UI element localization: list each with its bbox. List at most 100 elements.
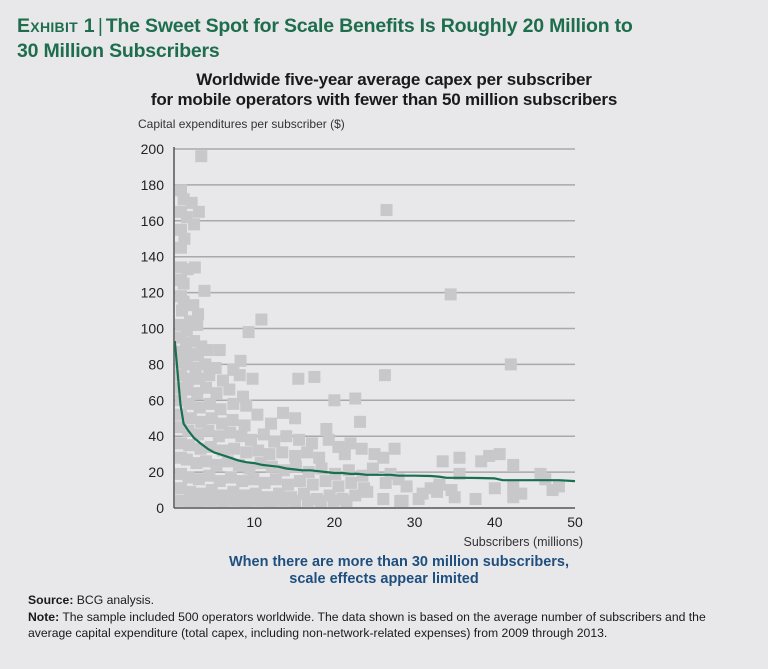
data-point [242, 326, 255, 339]
x-tick-label: 50 [567, 514, 583, 530]
data-point [453, 451, 466, 464]
data-point [180, 453, 193, 466]
data-point [277, 406, 290, 419]
callout-line1: When there are more than 30 million subs… [228, 554, 570, 570]
data-point [205, 412, 218, 425]
data-point [314, 495, 327, 507]
data-point [361, 485, 374, 498]
data-point [188, 218, 201, 231]
data-point [265, 495, 278, 507]
data-point [340, 495, 353, 507]
data-point [234, 354, 247, 367]
data-point [507, 491, 520, 504]
data-point [212, 430, 225, 443]
data-point [344, 437, 357, 450]
data-point [328, 394, 341, 407]
callout-annotation: When there are more than 30 million subs… [0, 554, 768, 588]
source-note: Source: BCG analysis. [28, 592, 748, 609]
y-tick-label: 120 [141, 285, 165, 301]
data-point [240, 446, 253, 459]
data-point [183, 397, 196, 410]
data-point [354, 415, 367, 428]
data-point [204, 397, 217, 410]
data-point [436, 455, 449, 468]
data-point [183, 439, 196, 452]
data-point [224, 426, 237, 439]
chart-title-line2: for mobile operators with fewer than 50 … [150, 90, 618, 109]
data-point [228, 442, 241, 455]
data-point [236, 475, 249, 488]
axes [173, 147, 575, 509]
data-point [255, 313, 268, 326]
note-label: Note: [28, 609, 60, 624]
x-tick-label: 30 [407, 514, 423, 530]
y-tick-label: 140 [141, 249, 165, 265]
data-point [193, 495, 206, 507]
data-point [247, 473, 260, 486]
exhibit-title: Exhibit 1 | The Sweet Spot for Scale Benef… [17, 14, 757, 64]
data-point [366, 462, 379, 475]
data-point [184, 412, 197, 425]
exhibit-separator: | [97, 15, 103, 37]
source-label: Source: [28, 593, 74, 607]
data-point [269, 473, 282, 486]
data-point [356, 469, 369, 482]
data-point [469, 493, 482, 506]
y-tick-label: 0 [156, 500, 164, 516]
data-point [192, 473, 205, 486]
data-point [488, 482, 501, 495]
y-tick-label: 60 [148, 392, 164, 408]
data-point [388, 442, 401, 455]
data-point [175, 241, 187, 254]
data-point [319, 475, 332, 488]
data-point [301, 446, 314, 459]
data-point [277, 494, 290, 507]
data-point [431, 485, 444, 498]
trend-line-group [173, 341, 576, 483]
data-point [378, 369, 391, 382]
data-point [251, 408, 264, 421]
data-point [289, 495, 302, 507]
data-point [244, 433, 257, 446]
exhibit-title-line2: 30 Million Subscribers [17, 40, 220, 62]
data-point [257, 428, 270, 441]
data-point [202, 424, 215, 437]
data-point [258, 476, 271, 489]
data-point [246, 372, 259, 385]
data-point [201, 344, 214, 357]
data-point [349, 392, 362, 405]
data-point [199, 358, 212, 371]
data-point [289, 412, 302, 425]
data-point [253, 494, 266, 507]
data-point [280, 430, 293, 443]
y-tick-label: 200 [141, 141, 165, 157]
data-point [483, 449, 496, 462]
data-point [293, 433, 306, 446]
x-tick-labels: 10 20 30 40 50 [246, 514, 583, 530]
data-point [240, 495, 253, 507]
data-point [191, 318, 204, 331]
data-point [515, 487, 528, 500]
data-point [235, 430, 248, 443]
data-point [210, 458, 223, 471]
data-point [204, 494, 217, 507]
data-point [227, 397, 240, 410]
x-axis-label: Subscribers (millions) [464, 535, 583, 549]
data-point [412, 493, 425, 506]
y-tick-label: 180 [141, 177, 165, 193]
data-point [238, 419, 251, 432]
y-tick-label: 80 [148, 356, 164, 372]
data-point [293, 475, 306, 488]
data-point [493, 448, 506, 461]
data-point [313, 451, 326, 464]
exhibit-label: Exhibit 1 [17, 15, 95, 37]
data-point [176, 304, 189, 317]
data-point [377, 451, 390, 464]
data-point [210, 387, 223, 400]
data-point [322, 433, 335, 446]
data-point [507, 480, 520, 493]
data-point [224, 471, 237, 484]
data-point [195, 150, 208, 163]
data-point [308, 370, 321, 383]
data-point [182, 495, 195, 507]
